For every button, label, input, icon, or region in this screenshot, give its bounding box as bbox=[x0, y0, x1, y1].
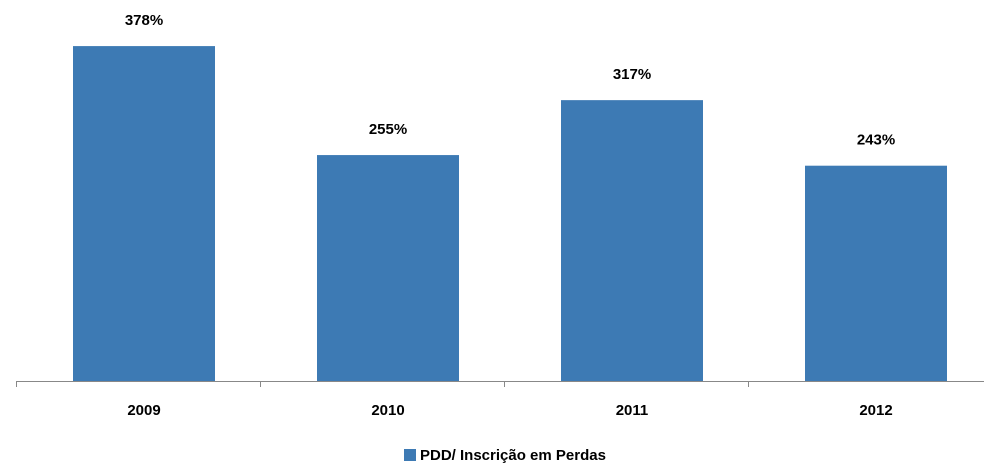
x-tick-label: 2010 bbox=[371, 402, 404, 419]
x-tick-label: 2011 bbox=[616, 402, 649, 419]
bar bbox=[561, 100, 703, 381]
bar bbox=[317, 155, 459, 381]
x-tick-label: 2012 bbox=[859, 402, 892, 419]
legend-label: PDD/ Inscrição em Perdas bbox=[420, 447, 606, 464]
data-label: 243% bbox=[857, 132, 895, 149]
bar bbox=[805, 165, 947, 381]
legend-swatch bbox=[404, 449, 416, 461]
data-label: 255% bbox=[369, 121, 407, 138]
data-label: 317% bbox=[613, 66, 651, 83]
bar bbox=[73, 46, 215, 381]
data-label: 378% bbox=[125, 12, 163, 29]
x-tick-label: 2009 bbox=[127, 402, 160, 419]
